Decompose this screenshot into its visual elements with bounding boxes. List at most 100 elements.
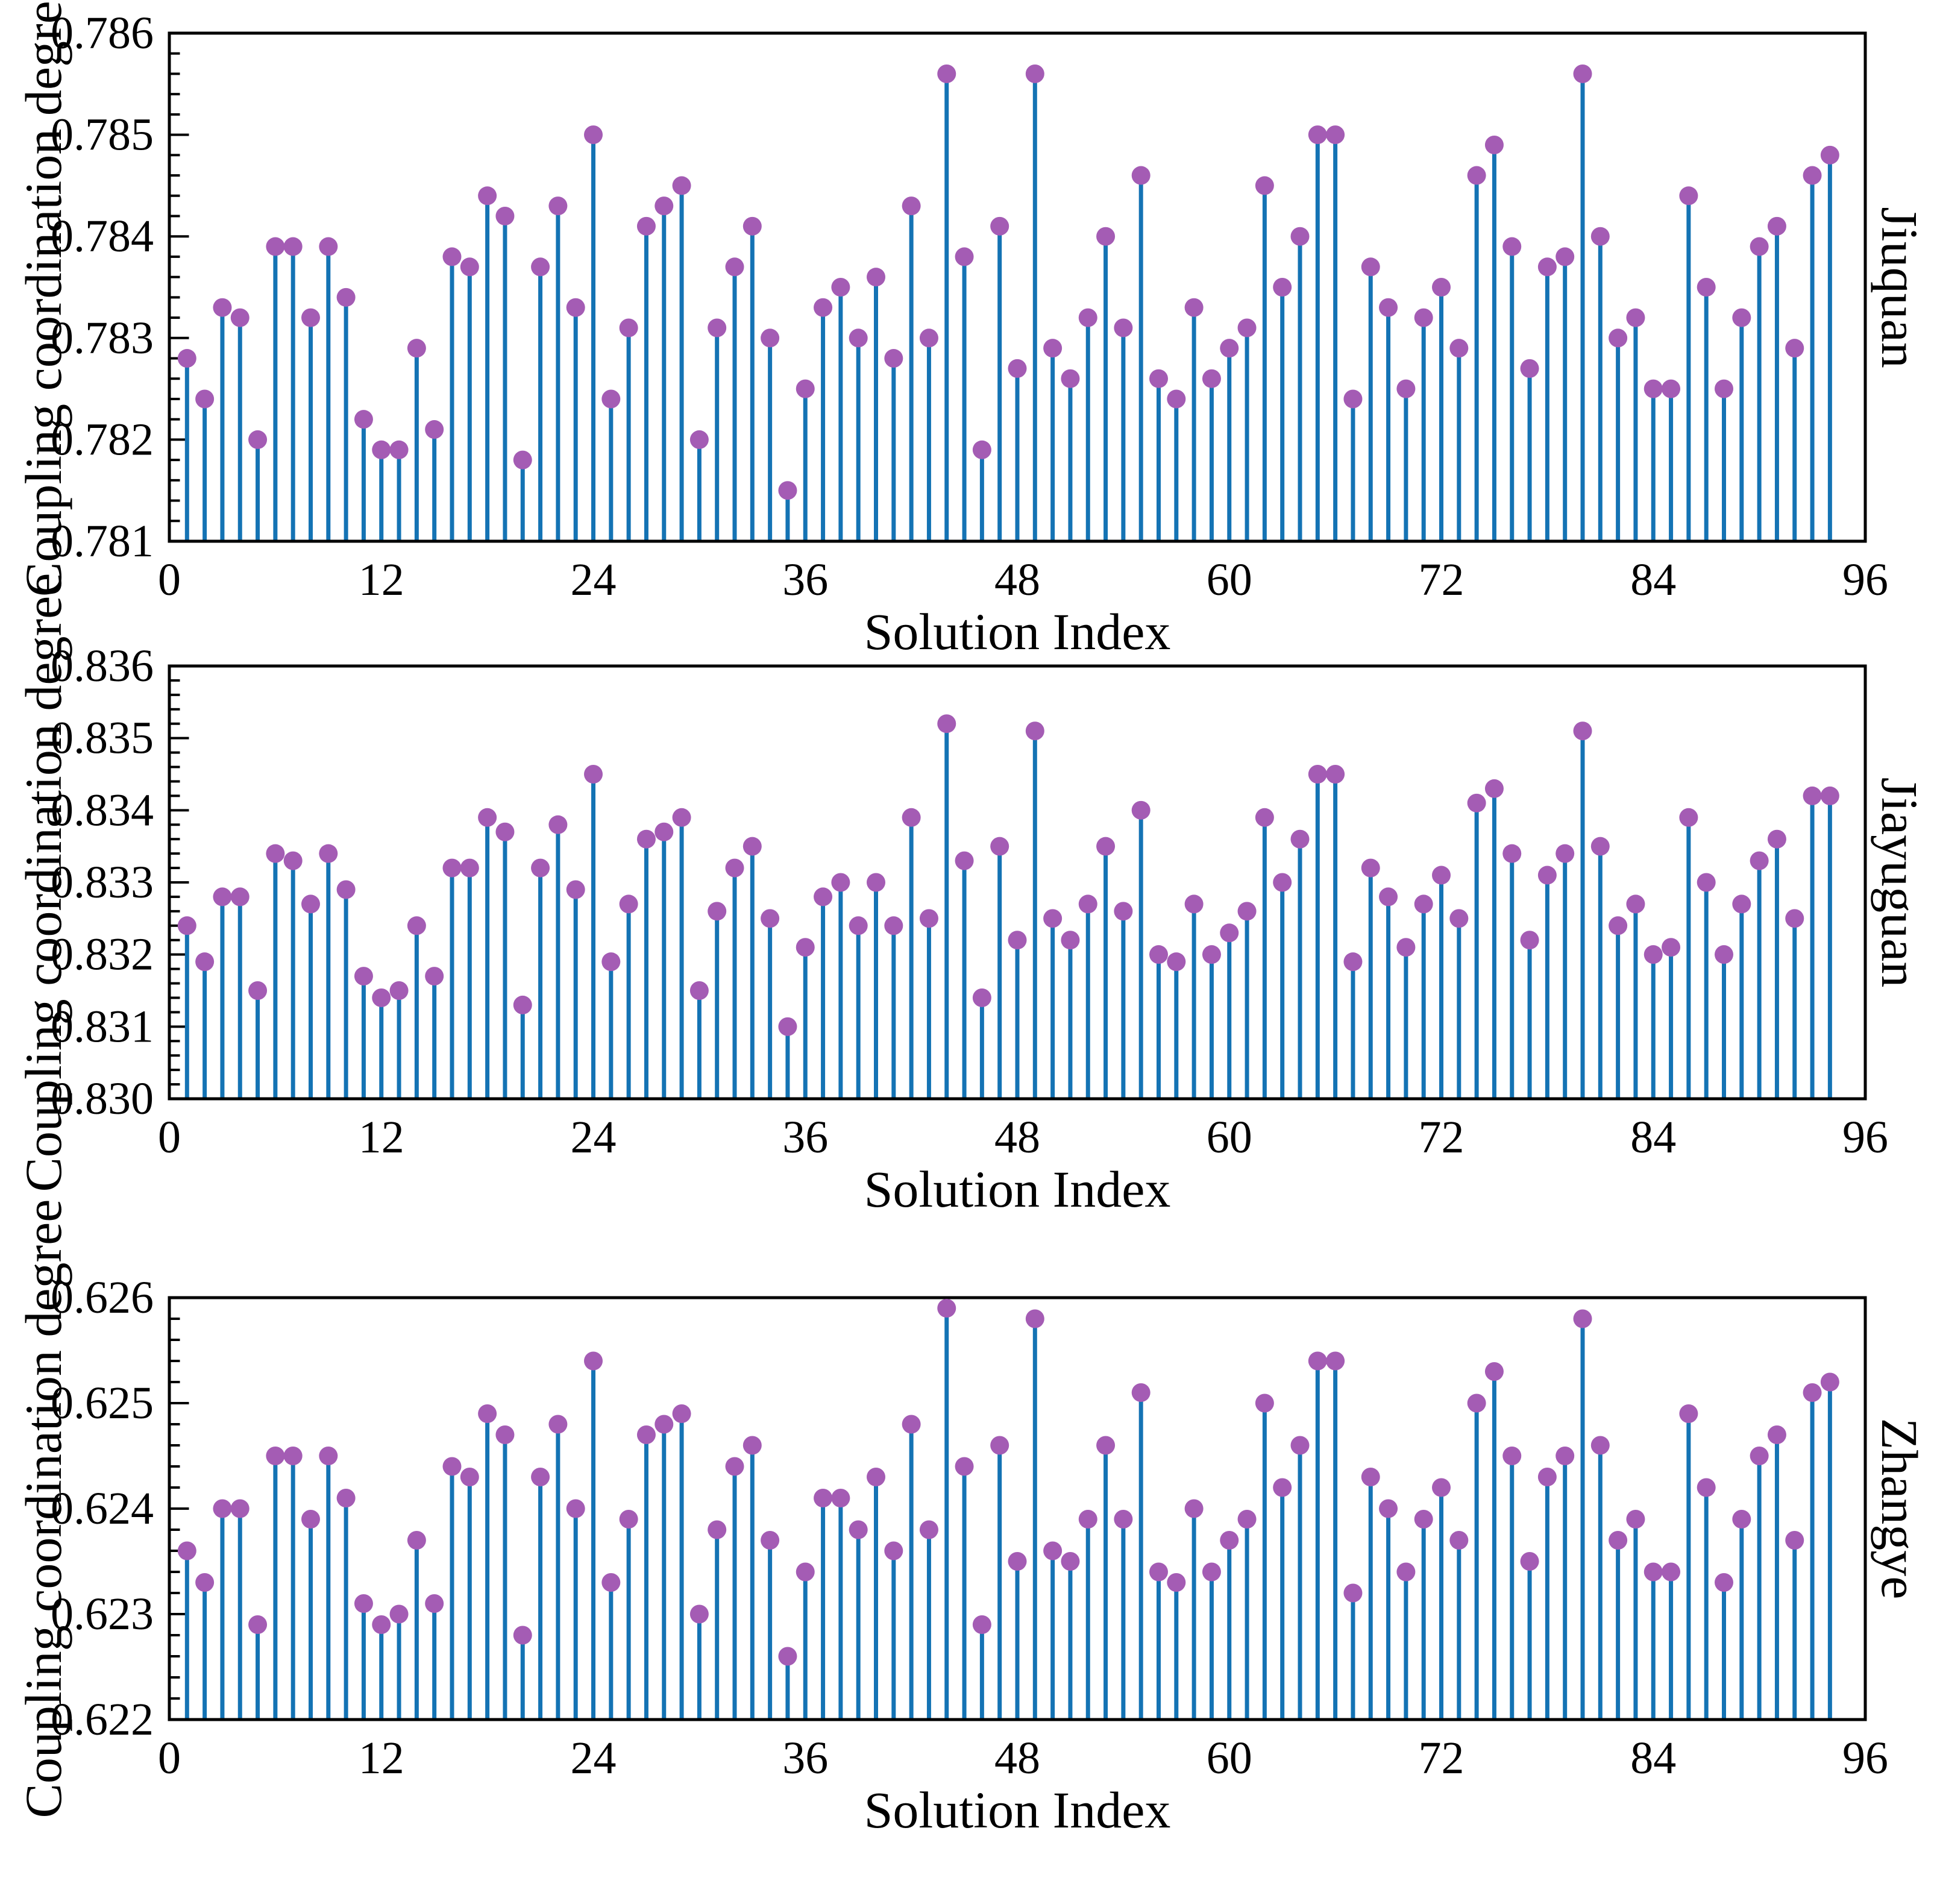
- data-point: [513, 995, 532, 1014]
- x-axis-jiuquan: 0 12 24 36 48 60 72 84 96: [158, 521, 1888, 605]
- data-point: [1273, 278, 1292, 297]
- data-point: [1167, 389, 1186, 409]
- data-point: [584, 125, 603, 145]
- data-point: [849, 1520, 868, 1539]
- x-tick-label: 96: [1842, 1112, 1888, 1163]
- data-point: [1114, 902, 1133, 921]
- data-point: [937, 1299, 956, 1318]
- data-point: [1520, 931, 1539, 950]
- data-point: [902, 1415, 921, 1434]
- data-point: [1679, 1404, 1698, 1423]
- data-point: [1820, 145, 1839, 165]
- data-point: [1626, 308, 1645, 327]
- x-tick-label: 84: [1630, 555, 1676, 605]
- data-point: [919, 1520, 938, 1539]
- data-point: [778, 1017, 797, 1036]
- data-point: [1220, 1531, 1239, 1550]
- data-point: [972, 1615, 991, 1634]
- data-point: [584, 765, 603, 784]
- y-tick-label: 0.781: [51, 516, 154, 567]
- y-tick-label: 0.783: [51, 313, 154, 363]
- data-point: [708, 1520, 727, 1539]
- data-point: [814, 1489, 833, 1507]
- data-point: [636, 1425, 656, 1444]
- data-point: [1149, 945, 1168, 964]
- panel-jiayuguan: 0.830 0.831 0.832 0.833 0.834 0.835 0.836 0 12 24…: [14, 573, 1929, 1218]
- data-point: [1078, 894, 1097, 914]
- data-point: [689, 1604, 709, 1624]
- data-point: [1643, 1562, 1663, 1582]
- data-point: [548, 196, 568, 216]
- data-point: [1255, 176, 1274, 195]
- data-point: [831, 278, 850, 297]
- data-point: [814, 887, 833, 906]
- y-tick-label: 0.832: [51, 929, 154, 980]
- x-tick-label: 12: [359, 1733, 404, 1783]
- data-point: [495, 822, 515, 841]
- data-point: [177, 349, 196, 368]
- y-tick-label: 0.786: [51, 8, 154, 58]
- data-point: [1326, 1351, 1345, 1371]
- data-point: [849, 328, 868, 348]
- data-point: [1573, 1309, 1592, 1328]
- data-point: [425, 967, 444, 986]
- data-point: [619, 1510, 638, 1529]
- y-axis-jiayuguan: 0.830 0.831 0.832 0.833 0.834 0.835 0.836: [51, 641, 189, 1124]
- data-point: [867, 268, 885, 287]
- data-point: [1255, 1393, 1274, 1413]
- data-point: [601, 1573, 621, 1592]
- data-point: [1556, 1447, 1575, 1465]
- data-point: [655, 196, 674, 216]
- data-point: [990, 216, 1009, 236]
- data-point: [1290, 1436, 1310, 1455]
- data-point: [1308, 125, 1327, 145]
- data-point: [195, 952, 215, 972]
- data-point: [1414, 894, 1433, 914]
- data-point: [1520, 1552, 1539, 1571]
- data-point: [1537, 257, 1557, 277]
- data-point: [354, 1594, 373, 1613]
- data-point: [354, 410, 373, 429]
- data-point: [1237, 1510, 1257, 1529]
- x-tick-label: 60: [1207, 1733, 1252, 1783]
- data-point: [725, 858, 744, 878]
- y-tick-label: 0.836: [51, 641, 154, 691]
- data-point: [849, 916, 868, 935]
- x-tick-label: 60: [1207, 1112, 1252, 1163]
- data-point: [778, 1647, 797, 1666]
- data-point: [248, 981, 268, 1000]
- x-tick-label: 84: [1630, 1112, 1676, 1163]
- data-point: [372, 988, 391, 1007]
- data-point: [1025, 64, 1044, 83]
- y-tick-label: 0.785: [51, 110, 154, 160]
- data-point: [1626, 1510, 1645, 1529]
- x-tick-label: 12: [359, 1112, 404, 1163]
- data-point: [619, 318, 638, 338]
- y-axis-zhangye: 0.622 0.623 0.624 0.625 0.626: [51, 1272, 189, 1745]
- data-point: [1290, 829, 1310, 849]
- data-point: [283, 1447, 303, 1465]
- data-point: [460, 1468, 479, 1486]
- x-tick-label: 36: [782, 1112, 828, 1163]
- data-point: [902, 808, 921, 827]
- data-point: [354, 967, 373, 986]
- data-point: [1131, 166, 1151, 185]
- data-point: [478, 1404, 497, 1423]
- data-point: [1167, 1573, 1186, 1592]
- data-point: [1096, 227, 1116, 246]
- data-point: [955, 1457, 974, 1476]
- data-point: [1237, 318, 1257, 338]
- data-point: [1590, 837, 1610, 856]
- data-point: [266, 237, 285, 256]
- data-point: [796, 1562, 815, 1582]
- data-point: [1290, 227, 1310, 246]
- data-point: [1662, 379, 1681, 398]
- data-point: [1467, 166, 1486, 185]
- y-tick-label: 0.624: [51, 1483, 154, 1534]
- data-point: [230, 308, 250, 327]
- x-tick-label: 24: [571, 1733, 617, 1783]
- data-point: [513, 450, 532, 470]
- data-point: [407, 1531, 426, 1550]
- data-point: [1662, 1562, 1681, 1582]
- data-point: [601, 952, 621, 972]
